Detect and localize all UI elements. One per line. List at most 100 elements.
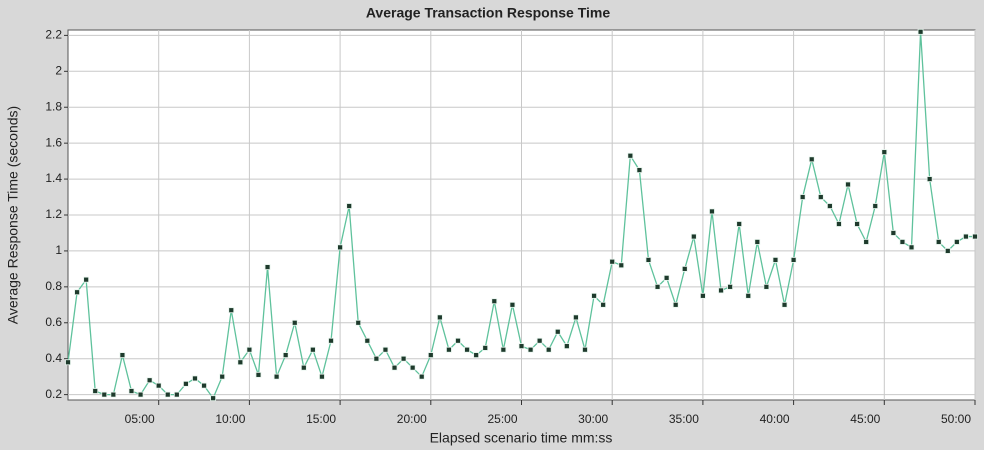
data-point bbox=[772, 257, 779, 263]
data-point bbox=[618, 262, 625, 269]
data-point bbox=[192, 375, 198, 382]
x-axis-label: Elapsed scenario time mm:ss bbox=[430, 430, 613, 446]
data-point bbox=[337, 244, 344, 251]
data-point bbox=[300, 364, 307, 371]
data-point bbox=[554, 328, 561, 335]
data-point bbox=[600, 301, 607, 308]
data-point bbox=[926, 176, 933, 182]
data-point bbox=[854, 221, 860, 227]
x-tick-label: 30:00 bbox=[578, 412, 608, 426]
data-point bbox=[119, 352, 126, 358]
data-point bbox=[953, 239, 960, 245]
data-point bbox=[164, 391, 171, 398]
data-point bbox=[418, 373, 425, 380]
data-point bbox=[817, 194, 824, 200]
data-point bbox=[935, 239, 942, 245]
data-point bbox=[400, 355, 407, 362]
data-point bbox=[382, 346, 389, 353]
data-point bbox=[482, 345, 489, 351]
data-point bbox=[881, 149, 888, 156]
x-tick-label: 45:00 bbox=[850, 412, 880, 426]
data-point bbox=[944, 248, 951, 254]
data-point bbox=[908, 244, 915, 251]
data-point bbox=[781, 301, 788, 308]
x-tick-label: 35:00 bbox=[669, 412, 699, 426]
data-point bbox=[754, 239, 761, 245]
data-point bbox=[436, 314, 443, 321]
chart-title: Average Transaction Response Time bbox=[366, 5, 611, 21]
data-point bbox=[455, 337, 461, 344]
y-tick-label: 1.2 bbox=[45, 207, 62, 221]
data-point bbox=[718, 287, 724, 294]
data-point bbox=[509, 301, 516, 308]
data-point bbox=[636, 167, 643, 173]
data-point bbox=[473, 352, 480, 358]
data-point bbox=[427, 352, 434, 358]
data-point bbox=[573, 314, 579, 321]
data-point bbox=[65, 359, 71, 366]
data-point bbox=[563, 343, 570, 350]
data-point bbox=[146, 377, 153, 384]
data-point bbox=[545, 346, 552, 353]
data-point bbox=[255, 371, 262, 378]
data-point bbox=[110, 391, 117, 398]
x-tick-label: 10:00 bbox=[215, 412, 245, 426]
data-point bbox=[845, 181, 851, 188]
data-point bbox=[183, 380, 189, 387]
data-point bbox=[736, 221, 743, 227]
y-tick-label: 0.8 bbox=[45, 279, 62, 293]
data-point bbox=[246, 346, 253, 353]
data-point bbox=[446, 346, 452, 353]
data-point bbox=[228, 307, 235, 314]
data-point bbox=[155, 382, 162, 389]
data-point bbox=[654, 283, 661, 290]
data-point bbox=[210, 395, 217, 402]
data-point bbox=[963, 233, 969, 240]
x-tick-label: 15:00 bbox=[306, 412, 336, 426]
data-point bbox=[582, 346, 588, 353]
data-point bbox=[836, 221, 842, 227]
data-point bbox=[319, 373, 325, 380]
data-point bbox=[518, 343, 525, 350]
data-point bbox=[917, 28, 924, 35]
data-point bbox=[409, 364, 416, 371]
data-point bbox=[491, 298, 498, 305]
data-point bbox=[309, 346, 316, 353]
data-point bbox=[328, 337, 334, 344]
y-tick-label: 2.2 bbox=[45, 28, 62, 42]
data-point bbox=[201, 382, 207, 389]
data-point bbox=[92, 388, 99, 394]
x-tick-label: 40:00 bbox=[760, 412, 790, 426]
data-point bbox=[972, 233, 978, 240]
data-point bbox=[627, 152, 634, 159]
data-point bbox=[681, 265, 688, 272]
data-point bbox=[83, 276, 90, 283]
data-point bbox=[536, 337, 543, 344]
y-tick-label: 0.4 bbox=[45, 351, 62, 365]
data-point bbox=[645, 257, 652, 263]
data-point bbox=[219, 373, 226, 380]
data-point bbox=[500, 346, 507, 353]
data-point bbox=[346, 203, 353, 209]
data-point bbox=[690, 233, 697, 240]
data-point bbox=[609, 258, 616, 265]
x-tick-label: 20:00 bbox=[397, 412, 427, 426]
data-point bbox=[663, 274, 670, 281]
data-point bbox=[237, 359, 244, 366]
data-point bbox=[391, 364, 398, 371]
data-point bbox=[890, 230, 897, 236]
x-tick-label: 05:00 bbox=[125, 412, 155, 426]
data-point bbox=[899, 239, 906, 245]
data-point bbox=[826, 203, 833, 209]
y-tick-label: 0.6 bbox=[45, 315, 62, 329]
y-tick-label: 1.6 bbox=[45, 135, 62, 149]
data-point bbox=[264, 264, 271, 270]
data-point bbox=[137, 391, 144, 398]
data-point bbox=[173, 391, 180, 398]
data-point bbox=[364, 337, 371, 344]
data-point bbox=[700, 292, 706, 299]
data-point bbox=[745, 292, 752, 299]
data-point bbox=[355, 319, 362, 326]
x-tick-label: 25:00 bbox=[487, 412, 517, 426]
